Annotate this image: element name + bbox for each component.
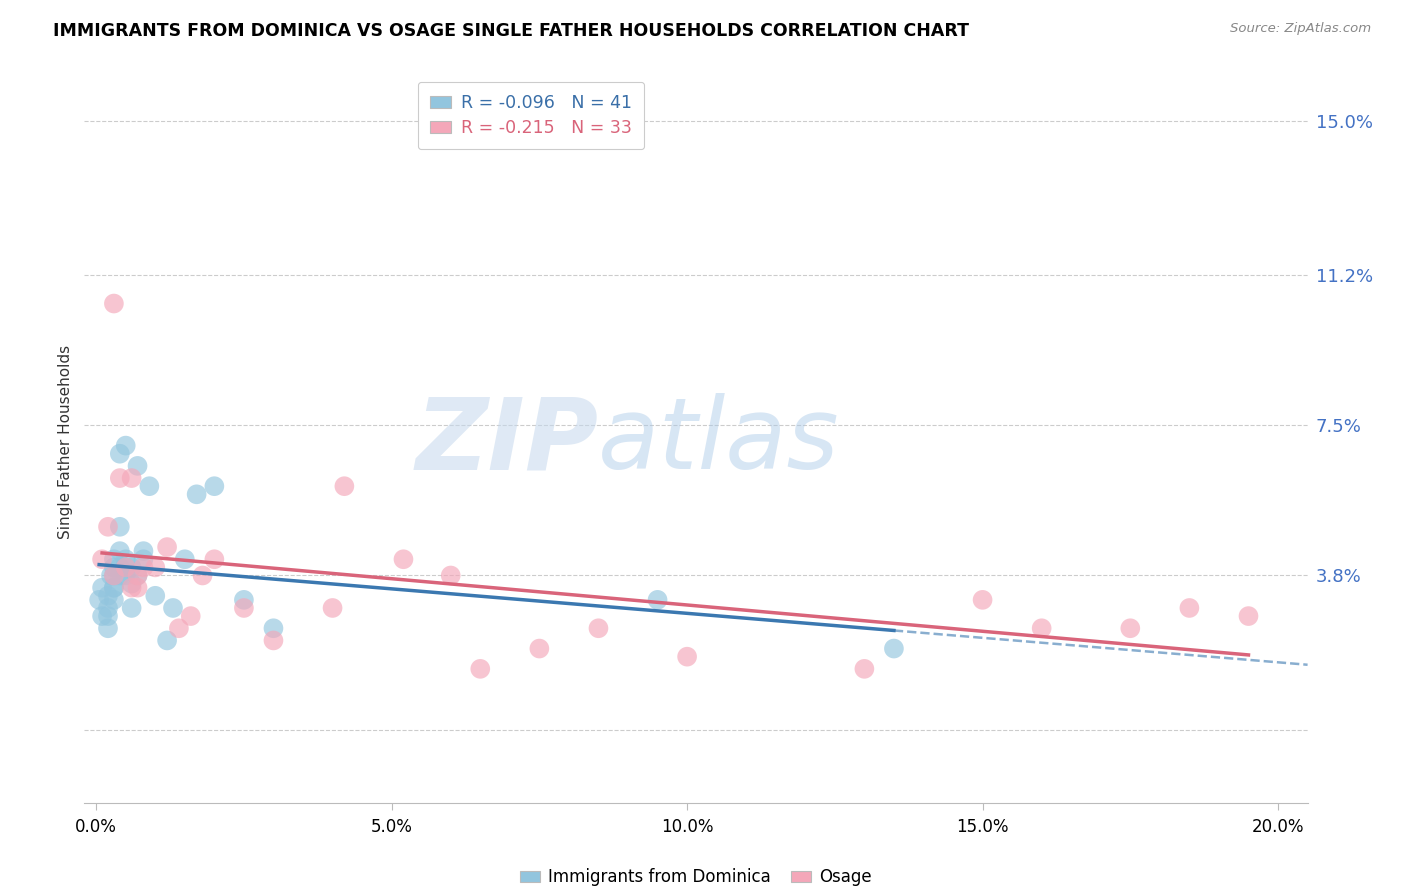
Point [127, 568, 149, 582]
Point [262, 621, 284, 635]
Point [89, 592, 111, 607]
Point [91, 581, 114, 595]
Point [132, 560, 155, 574]
Point [108, 544, 131, 558]
Point [676, 649, 699, 664]
Point [1237, 609, 1260, 624]
Point [143, 560, 166, 574]
Point [108, 560, 131, 574]
Point [121, 581, 143, 595]
Text: IMMIGRANTS FROM DOMINICA VS OSAGE SINGLE FATHER HOUSEHOLDS CORRELATION CHART: IMMIGRANTS FROM DOMINICA VS OSAGE SINGLE… [53, 22, 969, 40]
Legend: Immigrants from Dominica, Osage: Immigrants from Dominica, Osage [513, 862, 879, 892]
Point [191, 568, 214, 582]
Point [173, 552, 195, 566]
Y-axis label: Single Father Households: Single Father Households [58, 344, 73, 539]
Point [132, 544, 155, 558]
Point [232, 601, 254, 615]
Point [232, 592, 254, 607]
Point [156, 633, 179, 648]
Point [132, 552, 155, 566]
Point [100, 568, 122, 582]
Point [103, 552, 125, 566]
Point [127, 581, 149, 595]
Point [103, 581, 125, 595]
Point [103, 592, 125, 607]
Point [202, 479, 225, 493]
Point [103, 560, 125, 574]
Point [114, 552, 136, 566]
Point [108, 568, 131, 582]
Point [202, 552, 225, 566]
Text: atlas: atlas [598, 393, 839, 490]
Point [121, 576, 143, 591]
Point [180, 609, 202, 624]
Point [156, 540, 179, 554]
Text: ZIP: ZIP [415, 393, 598, 490]
Point [1178, 601, 1201, 615]
Point [262, 633, 284, 648]
Point [333, 479, 356, 493]
Point [138, 479, 160, 493]
Point [1031, 621, 1053, 635]
Point [853, 662, 876, 676]
Point [114, 560, 136, 574]
Point [440, 568, 463, 582]
Point [121, 560, 143, 574]
Point [143, 589, 166, 603]
Point [97, 589, 120, 603]
Point [103, 296, 125, 310]
Point [91, 552, 114, 566]
Point [162, 601, 184, 615]
Point [97, 520, 120, 534]
Point [103, 581, 125, 595]
Point [127, 458, 149, 473]
Point [108, 520, 131, 534]
Point [103, 568, 125, 582]
Point [186, 487, 208, 501]
Point [97, 601, 120, 615]
Point [127, 568, 149, 582]
Point [114, 568, 136, 582]
Point [883, 641, 905, 656]
Point [97, 621, 120, 635]
Point [392, 552, 415, 566]
Point [1119, 621, 1142, 635]
Text: Source: ZipAtlas.com: Source: ZipAtlas.com [1230, 22, 1371, 36]
Point [91, 609, 114, 624]
Point [322, 601, 344, 615]
Point [114, 560, 136, 574]
Point [97, 609, 120, 624]
Point [972, 592, 994, 607]
Point [103, 568, 125, 582]
Point [121, 471, 143, 485]
Point [108, 471, 131, 485]
Point [108, 447, 131, 461]
Point [647, 592, 669, 607]
Point [470, 662, 492, 676]
Point [121, 601, 143, 615]
Point [114, 439, 136, 453]
Point [529, 641, 551, 656]
Point [167, 621, 190, 635]
Point [588, 621, 610, 635]
